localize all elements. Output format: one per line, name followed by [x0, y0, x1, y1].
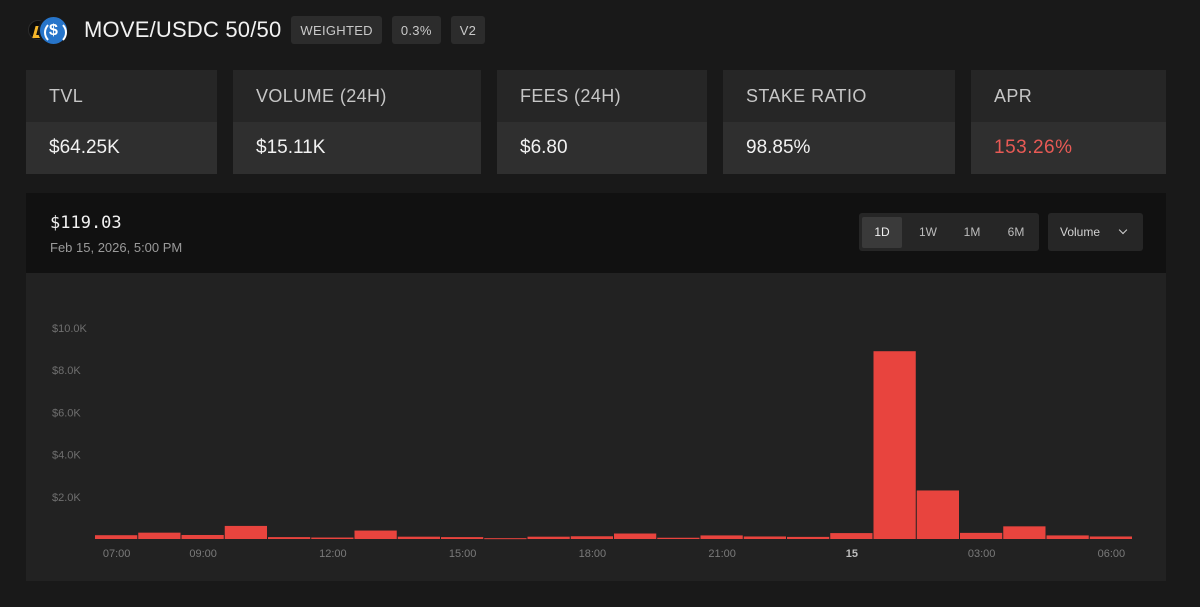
volume-bar[interactable] [873, 351, 916, 539]
x-tick-label: 03:00 [968, 548, 996, 560]
volume-bar[interactable] [311, 537, 354, 539]
volume-bar[interactable] [1089, 536, 1132, 539]
chart-header: $119.03 Feb 15, 2026, 5:00 PM 1D 1W 1M 6… [26, 193, 1166, 273]
apr-card: APR 153.26% [971, 70, 1166, 174]
version-tag: V2 [450, 16, 486, 44]
fees-card: FEES (24H) $6.80 [497, 70, 707, 174]
time-range-selector: 1D 1W 1M 6M [859, 213, 1039, 251]
volume-bar[interactable] [441, 537, 484, 539]
volume-bar[interactable] [657, 537, 700, 539]
range-1m-button[interactable]: 1M [963, 225, 981, 239]
tvl-label: TVL [26, 70, 217, 122]
fees-label: FEES (24H) [497, 70, 707, 122]
fee-tier-tag: 0.3% [391, 16, 441, 44]
volume-bar[interactable] [960, 532, 1003, 539]
volume-bar[interactable] [787, 536, 830, 539]
x-tick-label: 07:00 [103, 548, 131, 560]
volume-bar[interactable] [700, 535, 743, 539]
pool-header: $ MOVE/USDC 50/50 WEIGHTED 0.3% V2 [24, 12, 486, 48]
stake-ratio-label: STAKE RATIO [723, 70, 955, 122]
x-tick-label: 21:00 [708, 548, 736, 560]
range-1d-button[interactable]: 1D [862, 216, 902, 248]
pool-type-tag: WEIGHTED [291, 16, 382, 44]
volume-bar[interactable] [830, 533, 873, 539]
volume-card: VOLUME (24H) $15.11K [233, 70, 481, 174]
pool-stats: TVL $64.25K VOLUME (24H) $15.11K FEES (2… [26, 70, 1166, 174]
y-tick-label: $2.0K [52, 492, 81, 504]
x-tick-label: 15:00 [449, 548, 477, 560]
x-tick-label: 09:00 [189, 548, 217, 560]
metric-dropdown-label: Volume [1060, 225, 1101, 239]
hover-timestamp: Feb 15, 2026, 5:00 PM [50, 240, 183, 255]
volume-bar[interactable] [397, 536, 440, 539]
tvl-value: $64.25K [26, 122, 217, 174]
metric-dropdown[interactable]: Volume [1048, 213, 1143, 251]
stake-ratio-card: STAKE RATIO 98.85% [723, 70, 955, 174]
volume-bar[interactable] [1003, 526, 1046, 539]
volume-bar[interactable] [224, 525, 267, 539]
apr-label: APR [971, 70, 1166, 122]
y-tick-label: $4.0K [52, 450, 81, 462]
volume-bar[interactable] [181, 534, 224, 539]
token-pair-icons: $ [24, 14, 74, 46]
volume-bar-chart: $2.0K $4.0K $6.0K $8.0K $10.0K 07:00 09:00 12:0… [52, 323, 1132, 560]
x-tick-label: 18:00 [579, 548, 607, 560]
volume-bar[interactable] [570, 536, 613, 539]
volume-bar[interactable] [484, 538, 527, 540]
volume-chart: $2.0K $4.0K $6.0K $8.0K $10.0K 07:00 09:00 12:0… [26, 273, 1166, 581]
tvl-card: TVL $64.25K [26, 70, 217, 174]
x-tick-label: 12:00 [319, 548, 347, 560]
x-tick-label: 06:00 [1098, 548, 1126, 560]
hover-price: $119.03 [50, 213, 122, 233]
chevron-down-icon [1118, 225, 1128, 235]
volume-bar[interactable] [138, 532, 181, 539]
volume-bar[interactable] [743, 536, 786, 539]
y-tick-label: $10.0K [52, 323, 88, 335]
volume-bar[interactable] [268, 537, 311, 539]
y-tick-label: $6.0K [52, 407, 81, 419]
volume-bar[interactable] [614, 533, 657, 539]
usdc-token-icon: $ [38, 15, 69, 46]
y-tick-label: $8.0K [52, 365, 81, 377]
range-1w-button[interactable]: 1W [919, 225, 937, 239]
pool-title: MOVE/USDC 50/50 [84, 17, 282, 42]
volume-bar[interactable] [95, 535, 138, 539]
volume-bar[interactable] [916, 490, 959, 539]
stake-ratio-value: 98.85% [723, 122, 955, 174]
volume-bar[interactable] [354, 530, 397, 539]
volume-bar[interactable] [527, 536, 570, 539]
volume-bar[interactable] [1046, 535, 1089, 539]
range-6m-button[interactable]: 6M [1007, 225, 1025, 239]
volume-value: $15.11K [233, 122, 481, 174]
x-tick-label: 15 [846, 548, 858, 560]
volume-label: VOLUME (24H) [233, 70, 481, 122]
apr-value: 153.26% [971, 122, 1166, 174]
fees-value: $6.80 [497, 122, 707, 174]
